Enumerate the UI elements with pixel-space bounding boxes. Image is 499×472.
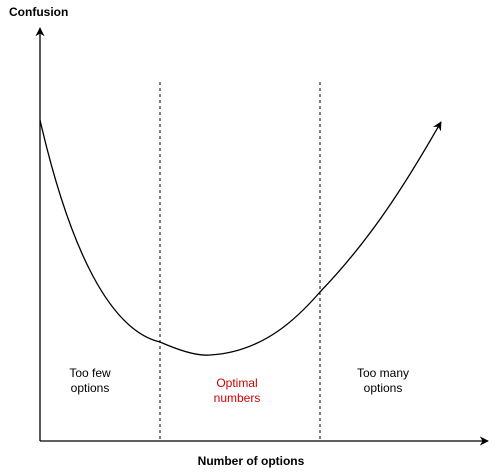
- x-axis-title: Number of options: [198, 454, 305, 468]
- region-optimal-line1: Optimal: [216, 376, 257, 390]
- region-too-many-line2: options: [364, 381, 403, 395]
- region-too-many-line1: Too many: [357, 366, 409, 380]
- confusion-curve: [39, 119, 442, 356]
- y-axis-title: Confusion: [9, 5, 68, 19]
- region-optimal-line2: numbers: [214, 391, 261, 405]
- region-too-many: Too many options: [357, 366, 409, 395]
- region-optimal: Optimal numbers: [214, 376, 261, 405]
- region-too-few-line1: Too few: [69, 366, 111, 380]
- region-too-few-line2: options: [71, 381, 110, 395]
- region-too-few: Too few options: [69, 366, 111, 395]
